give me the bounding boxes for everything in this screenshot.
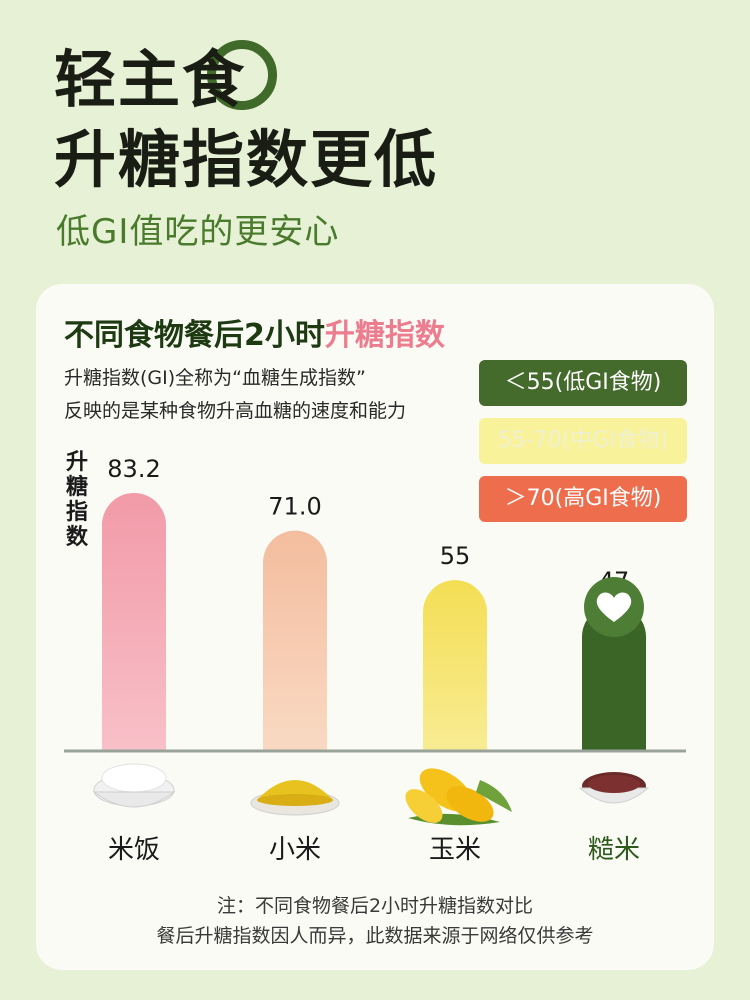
page-subtitle: 低GI值吃的更安心 <box>56 212 340 252</box>
category-label-millet: 小米 <box>268 835 321 865</box>
legend-mid-gi: 55-70(中GI食物) <box>479 418 687 464</box>
category-label-brown-rice: 糙米 <box>587 835 640 865</box>
rice-bowl-icon <box>92 763 176 808</box>
footnote-line2: 餐后升糖指数因人而异，此数据来源于网络仅供参考 <box>156 925 594 947</box>
page-title-line2: 升糖指数更低 <box>54 123 439 196</box>
category-label-corn: 玉米 <box>428 835 481 865</box>
chart-title-main: 不同食物餐后2小时 <box>64 318 325 353</box>
legend-high-gi: ＞70(高GI食物) <box>479 476 687 522</box>
chart-title-highlight: 升糖指数 <box>324 318 445 353</box>
corn-icon <box>405 768 512 826</box>
title-ring-decoration <box>207 40 277 110</box>
y-axis-label: 升糖指数 <box>65 450 88 550</box>
footnote-line1: 注：不同食物餐后2小时升糖指数对比 <box>216 895 534 917</box>
value-label-corn: 55 <box>440 542 471 570</box>
chart-title: 不同食物餐后2小时升糖指数 <box>64 316 445 356</box>
brown-rice-bowl-icon <box>578 772 650 804</box>
legend-low-gi: ＜55(低GI食物) <box>479 360 687 406</box>
heart-badge <box>584 577 644 637</box>
gi-description-line2: 反映的是某种食物升高血糖的速度和能力 <box>64 400 407 422</box>
millet-pile-icon <box>250 780 340 816</box>
bar-brown-rice <box>582 604 646 750</box>
value-label-millet: 71.0 <box>268 493 321 521</box>
heart-icon <box>596 592 632 622</box>
page-title-line1: 轻主食 <box>54 43 247 116</box>
bar-millet <box>263 530 327 750</box>
category-label-rice: 米饭 <box>107 835 160 865</box>
gi-description-line1: 升糖指数(GI)全称为“血糖生成指数” <box>64 367 366 389</box>
bar-rice <box>102 493 166 750</box>
value-label-rice: 83.2 <box>107 455 160 483</box>
bar-corn <box>423 580 487 750</box>
